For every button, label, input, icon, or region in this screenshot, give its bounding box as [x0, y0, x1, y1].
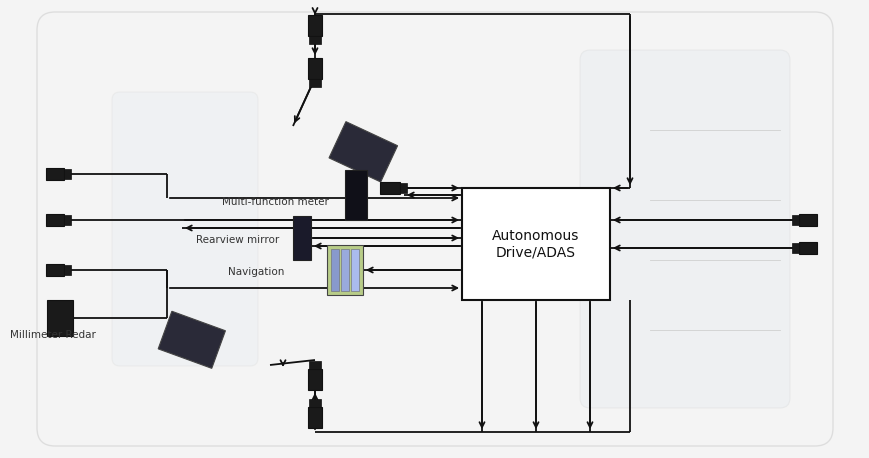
- Polygon shape: [791, 243, 798, 253]
- FancyBboxPatch shape: [158, 311, 225, 368]
- Polygon shape: [64, 169, 71, 179]
- Polygon shape: [64, 215, 71, 225]
- Bar: [293, 216, 310, 260]
- Bar: [350, 249, 359, 291]
- Bar: [46, 264, 64, 276]
- Polygon shape: [309, 78, 321, 87]
- Bar: [46, 214, 64, 226]
- Bar: [330, 249, 339, 291]
- Bar: [341, 249, 348, 291]
- Bar: [46, 168, 64, 180]
- Bar: [308, 15, 322, 36]
- FancyBboxPatch shape: [328, 122, 397, 182]
- Polygon shape: [309, 399, 321, 408]
- Polygon shape: [309, 361, 321, 370]
- FancyBboxPatch shape: [580, 50, 789, 408]
- Bar: [798, 242, 816, 254]
- Bar: [461, 188, 609, 300]
- Text: Rearview mirror: Rearview mirror: [196, 235, 279, 245]
- Bar: [327, 245, 362, 295]
- Polygon shape: [400, 183, 407, 193]
- Bar: [380, 182, 400, 194]
- Polygon shape: [64, 265, 71, 275]
- FancyBboxPatch shape: [112, 92, 258, 366]
- Text: Navigation: Navigation: [228, 267, 284, 277]
- Bar: [308, 370, 322, 391]
- Bar: [798, 214, 816, 226]
- Bar: [308, 408, 322, 429]
- Polygon shape: [309, 36, 321, 44]
- Bar: [308, 58, 322, 78]
- Bar: [47, 300, 73, 336]
- FancyBboxPatch shape: [37, 12, 832, 446]
- Bar: [345, 170, 367, 220]
- Text: Millimeter Redar: Millimeter Redar: [10, 330, 96, 340]
- Text: Autonomous
Drive/ADAS: Autonomous Drive/ADAS: [492, 229, 579, 259]
- Polygon shape: [791, 215, 798, 225]
- Text: Multi-function meter: Multi-function meter: [222, 197, 328, 207]
